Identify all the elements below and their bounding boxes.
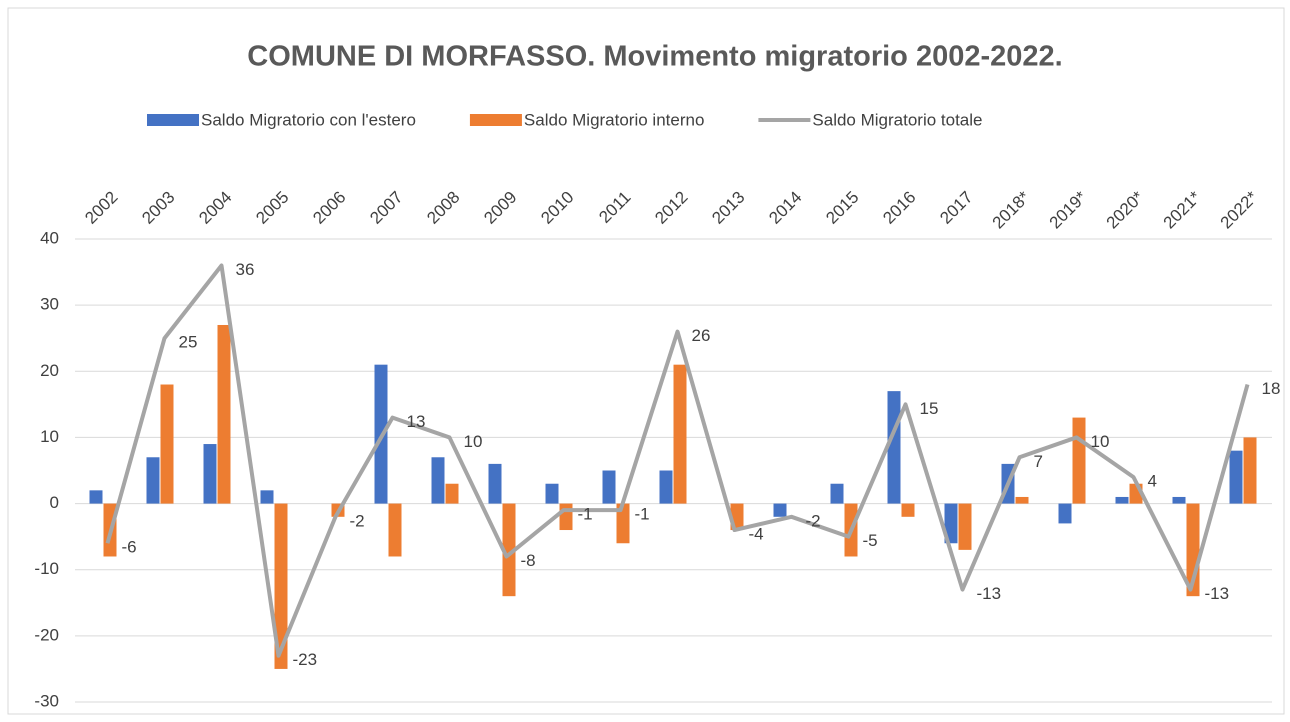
data-label: 26 — [692, 326, 711, 345]
bar — [1115, 496, 1129, 504]
bar — [160, 384, 174, 504]
bar — [944, 503, 958, 544]
data-label: -23 — [293, 650, 318, 669]
bar — [431, 457, 445, 504]
legend-label: Saldo Migratorio interno — [524, 110, 704, 129]
data-label: 4 — [1148, 472, 1157, 491]
bar — [274, 503, 288, 669]
bar — [545, 483, 559, 504]
data-label: 25 — [179, 333, 198, 352]
bar — [488, 463, 502, 504]
data-label: 15 — [920, 399, 939, 418]
data-label: 36 — [236, 260, 255, 279]
y-tick-label: 40 — [40, 228, 59, 247]
y-tick-label: 20 — [40, 361, 59, 380]
data-label: -13 — [977, 584, 1002, 603]
bar — [673, 364, 687, 504]
data-label: -2 — [350, 511, 365, 530]
bar — [1229, 450, 1243, 504]
bar — [1172, 496, 1186, 504]
y-tick-label: -30 — [34, 691, 59, 710]
bar — [203, 444, 217, 504]
bar — [830, 483, 844, 504]
data-label: 7 — [1034, 452, 1043, 471]
y-tick-label: 10 — [40, 427, 59, 446]
bar — [388, 503, 402, 557]
bar — [1058, 503, 1072, 524]
data-label: -4 — [749, 525, 764, 544]
data-label: -13 — [1205, 584, 1230, 603]
bar — [1015, 496, 1029, 504]
bar — [502, 503, 516, 597]
bar — [1072, 417, 1086, 504]
data-label: -2 — [806, 511, 821, 530]
bar — [146, 457, 160, 504]
bar — [773, 503, 787, 517]
data-label: 10 — [1091, 432, 1110, 451]
chart-title: COMUNE DI MORFASSO. Movimento migratorio… — [247, 41, 1062, 73]
legend-label: Saldo Migratorio con l'estero — [201, 110, 416, 129]
data-label: -1 — [635, 505, 650, 524]
bar — [616, 503, 630, 544]
data-label: 18 — [1262, 379, 1281, 398]
bar — [602, 470, 616, 504]
y-tick-label: -10 — [34, 559, 59, 578]
data-label: -5 — [863, 531, 878, 550]
legend-swatch — [469, 114, 522, 126]
bar — [217, 324, 231, 504]
bar — [260, 490, 274, 504]
line — [105, 263, 1250, 658]
bar — [659, 470, 673, 504]
bar — [901, 503, 915, 517]
data-label: -1 — [578, 505, 593, 524]
bar — [958, 503, 972, 550]
legend-label: Saldo Migratorio totale — [812, 110, 982, 129]
bar — [89, 490, 103, 504]
y-tick-label: 0 — [50, 493, 59, 512]
data-label: 13 — [407, 412, 426, 431]
data-label: -8 — [521, 551, 536, 570]
bar — [1243, 437, 1257, 504]
y-tick-label: 30 — [40, 295, 59, 314]
bar — [445, 483, 459, 504]
data-label: -6 — [122, 538, 137, 557]
legend-swatch — [147, 114, 199, 126]
bar — [887, 391, 901, 504]
y-tick-label: -20 — [34, 625, 59, 644]
data-label: 10 — [464, 432, 483, 451]
bar — [559, 503, 573, 531]
